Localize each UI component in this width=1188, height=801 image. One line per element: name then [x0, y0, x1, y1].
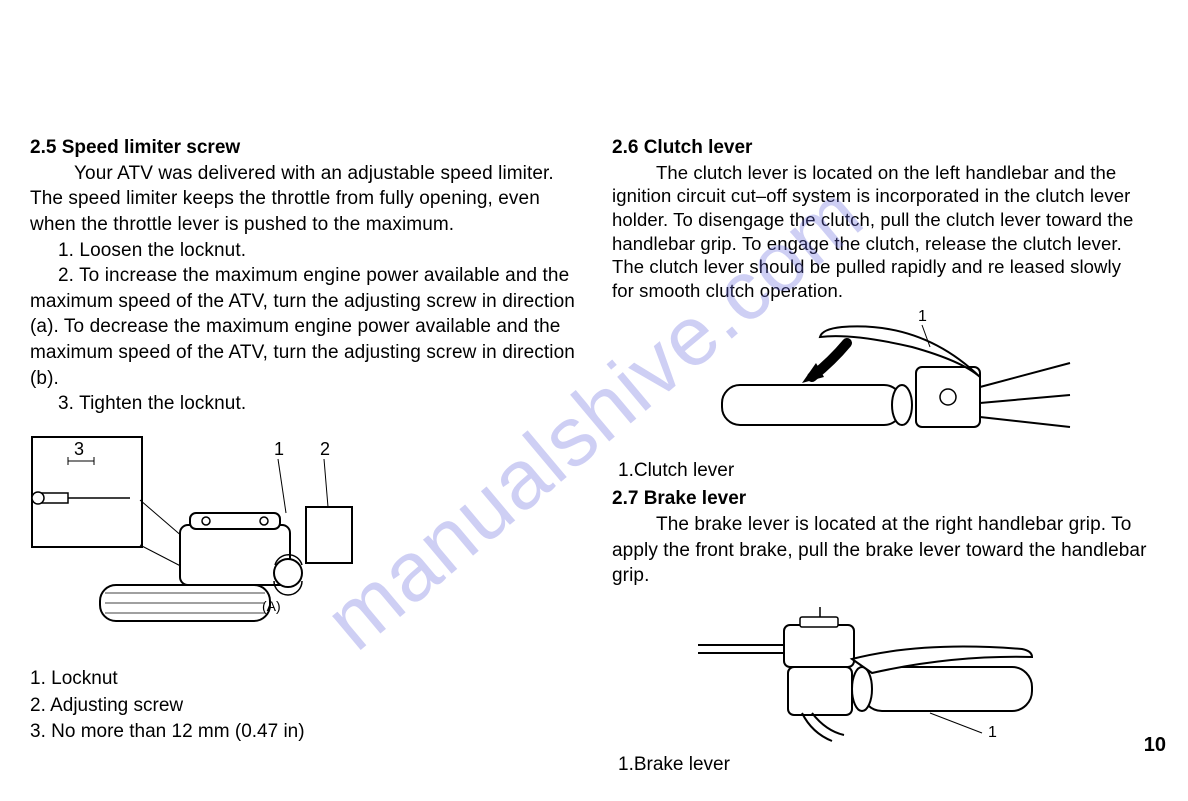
- page-number: 10: [1144, 734, 1166, 757]
- clutch-lever-diagram: 1: [712, 307, 1072, 447]
- step-1: 1. Loosen the locknut.: [30, 238, 582, 264]
- step-3: 3. Tighten the locknut.: [30, 391, 582, 417]
- caption-2: 2. Adjusting screw: [30, 693, 582, 720]
- brake-lever-diagram: 1: [692, 595, 1052, 745]
- manual-page: manualshive.com 2.5 Speed limiter screw …: [0, 0, 1188, 801]
- right-column: 2.6 Clutch lever The clutch lever is loc…: [602, 135, 1148, 778]
- figure-2-6-container: 1: [712, 307, 1148, 452]
- figure-2-7-caption: 1.Brake lever: [612, 752, 1148, 779]
- section-2-7-heading: 2.7 Brake lever: [612, 486, 1148, 512]
- caption-3: 3. No more than 12 mm (0.47 in): [30, 719, 582, 746]
- svg-text:2: 2: [320, 439, 330, 459]
- figure-2-5-container: 3: [30, 435, 582, 640]
- svg-text:1: 1: [274, 439, 284, 459]
- svg-text:3: 3: [74, 439, 84, 459]
- left-column: 2.5 Speed limiter screw Your ATV was del…: [30, 135, 582, 778]
- caption-clutch-1: 1.Clutch lever: [618, 458, 1148, 485]
- svg-text:1: 1: [918, 308, 927, 325]
- caption-brake-1: 1.Brake lever: [618, 752, 1148, 779]
- step-2: 2. To increase the maximum engine power …: [30, 263, 582, 391]
- section-2-7-paragraph: The brake lever is located at the right …: [612, 512, 1148, 589]
- caption-1: 1. Locknut: [30, 666, 582, 693]
- figure-2-5-captions: 1. Locknut 2. Adjusting screw 3. No more…: [30, 666, 582, 746]
- section-2-6-paragraph: The clutch lever is located on the left …: [612, 161, 1148, 303]
- two-column-layout: 2.5 Speed limiter screw Your ATV was del…: [30, 135, 1148, 778]
- svg-text:(A): (A): [262, 598, 281, 614]
- svg-text:1: 1: [988, 724, 997, 741]
- figure-2-6-caption: 1.Clutch lever: [612, 458, 1148, 485]
- section-2-5-heading: 2.5 Speed limiter screw: [30, 135, 582, 161]
- section-2-6-heading: 2.6 Clutch lever: [612, 135, 1148, 161]
- speed-limiter-diagram: 3: [30, 435, 370, 635]
- section-2-5-paragraph: Your ATV was delivered with an adjustabl…: [30, 161, 582, 238]
- figure-2-7-container: 1: [692, 595, 1148, 750]
